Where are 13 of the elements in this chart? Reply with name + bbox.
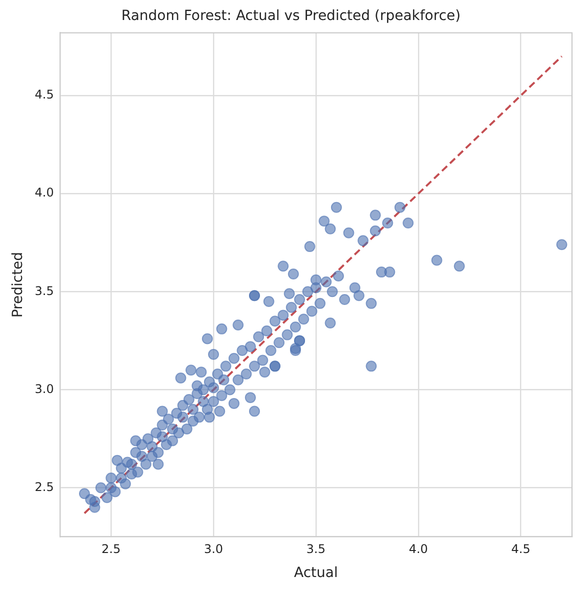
y-tick-label: 3.0: [34, 382, 54, 396]
y-tick-label: 4.0: [34, 186, 54, 200]
x-tick-label: 4.5: [511, 542, 530, 556]
y-axis-title: Predicted: [10, 252, 26, 318]
x-tick-label: 3.5: [306, 542, 326, 556]
y-tick-label: 4.5: [34, 88, 54, 102]
y-tick-label: 3.5: [34, 284, 54, 298]
x-tick-label: 4.0: [408, 542, 428, 556]
chart-title: Random Forest: Actual vs Predicted (rpeakforce): [121, 8, 461, 24]
y-tick-label: 2.5: [34, 480, 54, 494]
x-tick-label: 3.0: [204, 542, 224, 556]
x-tick-label: 2.5: [102, 542, 121, 556]
x-axis-title: Actual: [294, 565, 338, 582]
